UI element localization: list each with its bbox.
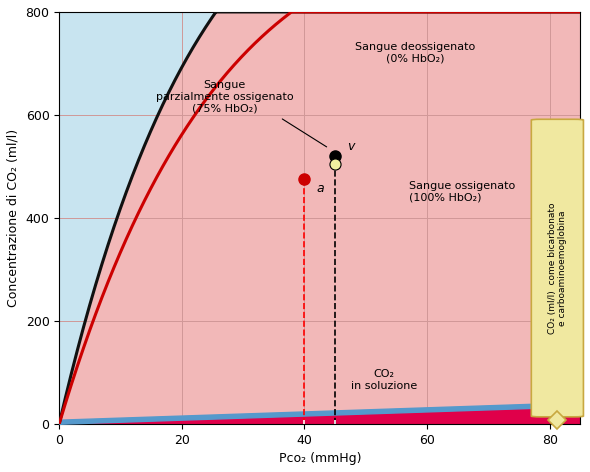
X-axis label: Pco₂ (mmHg): Pco₂ (mmHg) [278,452,361,465]
Text: a: a [317,182,325,195]
Text: v: v [348,140,355,153]
Text: Sangue deossigenato
(0% HbO₂): Sangue deossigenato (0% HbO₂) [355,42,475,64]
Text: Sangue ossigenato
(100% HbO₂): Sangue ossigenato (100% HbO₂) [409,181,515,203]
FancyBboxPatch shape [532,119,584,417]
Text: Sangue
parzialmente ossigenato
(75% HbO₂): Sangue parzialmente ossigenato (75% HbO₂… [156,80,294,113]
Text: CO₂ (ml/l)  come bicarbonato
e carboaminoemoglobina: CO₂ (ml/l) come bicarbonato e carboamino… [548,202,567,334]
Text: CO₂
in soluzione: CO₂ in soluzione [351,369,417,391]
Y-axis label: Concentrazione di CO₂ (ml/l): Concentrazione di CO₂ (ml/l) [7,129,20,307]
